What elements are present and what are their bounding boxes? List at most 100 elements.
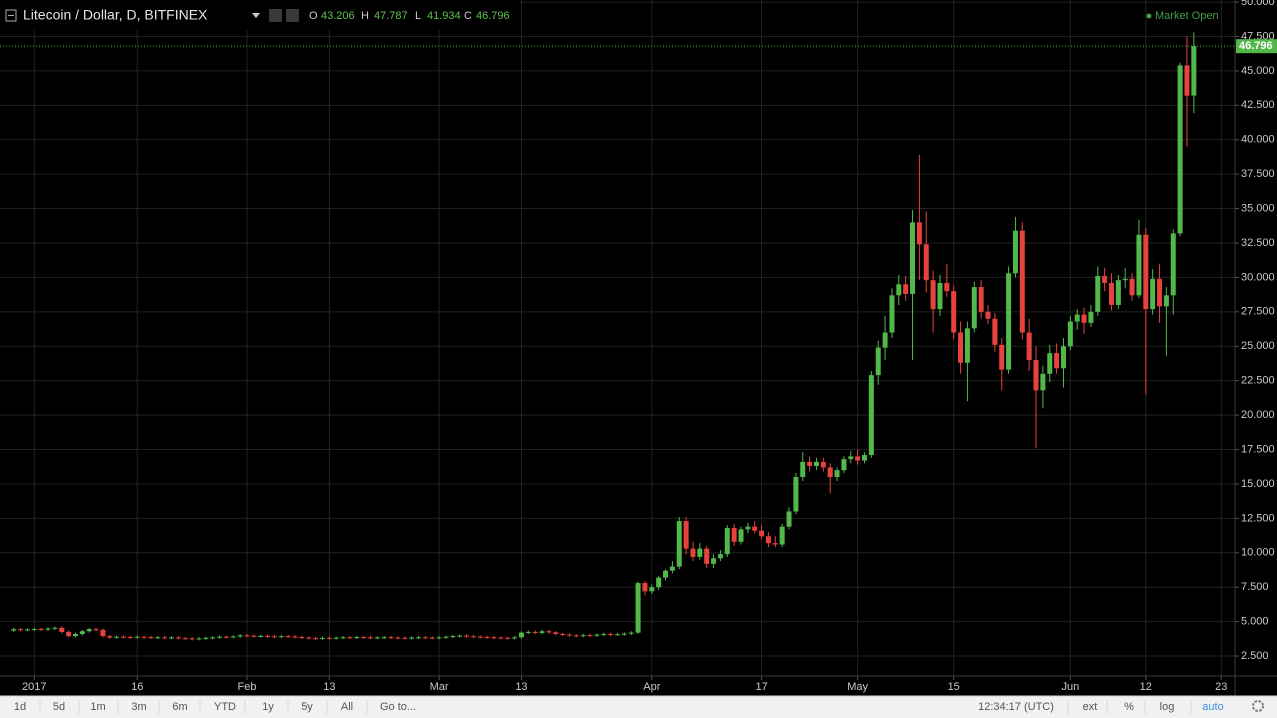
candle-body — [951, 291, 957, 333]
candle-body — [697, 548, 703, 557]
candle-body — [409, 637, 415, 639]
x-tick-label: Jun — [1061, 681, 1079, 693]
settings-icon[interactable] — [269, 9, 282, 22]
range-button[interactable]: 1y — [262, 701, 274, 713]
y-tick-label: 5.000 — [1241, 616, 1269, 628]
candles — [0, 32, 1235, 641]
candle-body — [745, 526, 751, 530]
candle-body — [52, 627, 58, 629]
collapse-icon[interactable] — [5, 9, 17, 22]
symbol-dropdown[interactable] — [252, 13, 260, 18]
scale-option[interactable]: log — [1160, 701, 1175, 713]
candle-body — [594, 634, 600, 636]
candle-body — [978, 287, 984, 312]
candle-body — [422, 637, 428, 639]
candle-body — [1157, 278, 1163, 307]
candle-body — [903, 284, 909, 294]
last-price-label: 46.796 — [1239, 40, 1273, 52]
y-tick-label: 40.000 — [1241, 134, 1275, 146]
candle-body — [663, 570, 669, 578]
candle-body — [1177, 65, 1183, 234]
candle-body — [354, 637, 360, 639]
candle-body — [319, 637, 325, 639]
candle-body — [107, 636, 113, 638]
close-icon[interactable] — [286, 9, 299, 22]
range-button[interactable]: 3m — [131, 701, 146, 713]
candle-body — [477, 636, 483, 638]
range-button[interactable]: 1d — [14, 701, 26, 713]
toolbar: 1d 5d 1m 3m 6m YTD 1y 5y All Go to... 12:34:17 (UT… — [14, 700, 1224, 714]
candle-body — [518, 632, 524, 638]
candle-body — [484, 637, 490, 639]
range-button[interactable]: 1m — [90, 701, 105, 713]
candle-body — [587, 635, 593, 637]
candle-body — [374, 637, 380, 639]
candle-body — [1081, 314, 1087, 323]
candle-body — [985, 311, 991, 319]
candle-body — [656, 577, 662, 588]
candle-body — [669, 566, 675, 571]
scale-option[interactable]: ext — [1083, 701, 1098, 713]
candle-body — [779, 526, 785, 545]
settings-gear[interactable] — [1252, 700, 1264, 712]
candle-body — [1191, 46, 1197, 96]
range-button[interactable]: 6m — [172, 701, 187, 713]
candle-body — [525, 631, 531, 633]
status-dot — [1146, 13, 1152, 19]
range-button[interactable]: All — [341, 701, 353, 713]
candle-body — [786, 511, 792, 527]
candle-body — [340, 637, 346, 639]
candle-body — [752, 526, 758, 531]
candle-body — [649, 587, 655, 592]
candle-body — [937, 282, 943, 310]
candle-body — [285, 636, 291, 638]
candle-body — [464, 635, 470, 637]
y-tick-label: 2.500 — [1241, 650, 1269, 662]
candle-body — [1102, 276, 1108, 283]
candle-body — [470, 636, 476, 638]
candle-body — [38, 629, 44, 631]
y-tick-label: 22.500 — [1241, 375, 1275, 387]
goto-button[interactable]: Go to... — [380, 701, 416, 713]
candle-body — [553, 632, 559, 635]
candle-body — [196, 638, 202, 640]
candle-body — [1095, 276, 1101, 312]
candle-body — [162, 637, 168, 639]
candle-body — [944, 282, 950, 292]
y-tick-label: 50.000 — [1241, 0, 1275, 8]
candle-body — [395, 637, 401, 639]
low-value: 41.934 — [427, 10, 461, 22]
range-button[interactable]: 5y — [301, 701, 313, 713]
candle-body — [1170, 233, 1176, 296]
close-key: C — [464, 10, 472, 22]
market-status: Market Open — [1155, 10, 1219, 22]
range-button[interactable]: 5d — [53, 701, 65, 713]
candle-body — [841, 459, 847, 471]
candle-body — [127, 637, 133, 639]
candle-body — [1054, 353, 1060, 369]
candle-body — [834, 470, 840, 478]
candle-body — [230, 636, 236, 638]
candle-body — [210, 637, 216, 639]
candle-body — [731, 527, 737, 542]
candle-body — [580, 635, 586, 637]
range-button[interactable]: YTD — [214, 701, 236, 713]
candle-body — [11, 629, 17, 631]
candle-body — [862, 455, 867, 461]
symbol-title[interactable]: Litecoin / Dollar, D, BITFINEX — [23, 7, 208, 23]
candle-body — [265, 635, 271, 637]
candle-body — [333, 637, 339, 639]
grid — [0, 0, 1235, 676]
candle-body — [512, 637, 518, 639]
candle-body — [889, 295, 895, 333]
candle-body — [251, 635, 257, 637]
scale-option[interactable]: % — [1124, 701, 1134, 713]
candle-body — [1088, 311, 1094, 323]
candle-body — [539, 631, 545, 633]
candle-body — [491, 637, 497, 639]
candle-body — [498, 637, 504, 639]
x-tick-label: 17 — [755, 681, 767, 693]
scale-option[interactable]: auto — [1202, 701, 1223, 713]
candle-body — [299, 637, 305, 639]
